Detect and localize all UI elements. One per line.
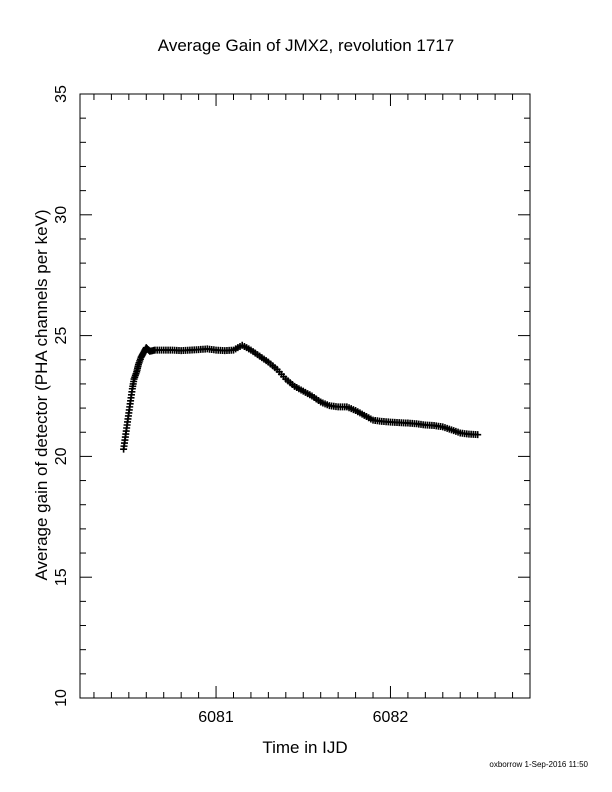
data-point-fill (437, 423, 445, 431)
data-point-fill (130, 378, 138, 386)
x-axis-label: Time in IJD (262, 738, 348, 757)
data-point-fill (297, 386, 305, 394)
data-point-fill (132, 370, 140, 378)
x-tick-label: 6082 (373, 709, 409, 726)
y-axis-label: Average gain of detector (PHA channels p… (32, 209, 51, 581)
data-point-fill (271, 364, 279, 372)
data-point-fill (306, 391, 314, 399)
y-tick-label: 15 (53, 568, 70, 586)
chart-title: Average Gain of JMX2, revolution 1717 (157, 36, 455, 55)
axes: 10 15 20 25 30 35 6081 6082 (53, 85, 531, 726)
y-tick-label: 20 (53, 447, 70, 465)
data-point-fill (341, 403, 349, 411)
data-series (120, 341, 482, 453)
data-point-fill (253, 351, 261, 359)
data-point-fill (280, 373, 288, 381)
data-point-fill (123, 424, 131, 432)
y-tick-label: 35 (53, 85, 70, 103)
data-point-fill (315, 397, 323, 405)
y-tick-label: 25 (53, 327, 70, 345)
data-point-fill (349, 406, 357, 414)
data-point-fill (227, 346, 235, 354)
data-point-fill (134, 362, 142, 370)
plot-frame (79, 93, 531, 699)
x-tick-label: 6081 (198, 709, 234, 726)
data-point-fill (445, 425, 453, 433)
data-point-fill (323, 401, 331, 409)
data-point-fill (124, 412, 132, 420)
data-point-fill (358, 410, 366, 418)
data-point-fill (262, 357, 270, 365)
data-point-fill (471, 431, 479, 439)
y-tick-label: 30 (53, 206, 70, 224)
data-point-fill (245, 345, 253, 353)
data-point-fill (454, 428, 462, 436)
data-point-fill (367, 415, 375, 423)
data-point-fill (288, 381, 296, 389)
y-tick-label: 10 (53, 689, 70, 707)
data-point-fill (121, 436, 129, 444)
credit-footer: oxborrow 1-Sep-2016 11:50 (489, 760, 588, 769)
data-point-fill (126, 400, 134, 408)
data-point-fill (128, 388, 136, 396)
